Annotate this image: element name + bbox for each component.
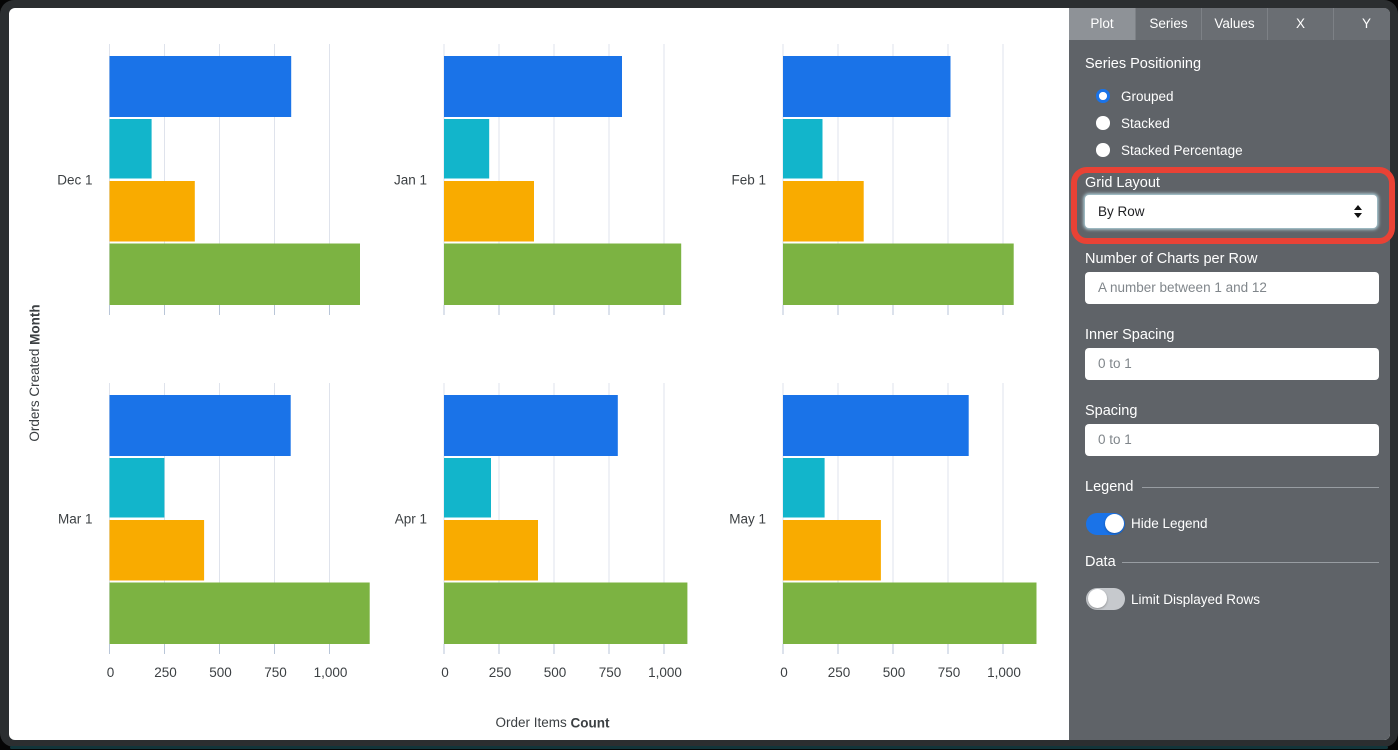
svg-text:1,000: 1,000: [648, 665, 682, 680]
svg-text:Order Items Count: Order Items Count: [496, 715, 611, 730]
svg-text:0: 0: [441, 665, 449, 680]
svg-text:500: 500: [209, 665, 232, 680]
svg-text:750: 750: [264, 665, 287, 680]
svg-text:Jan 1: Jan 1: [394, 173, 427, 188]
svg-text:Orders Created Month: Orders Created Month: [27, 304, 42, 441]
svg-text:750: 750: [599, 665, 622, 680]
svg-text:250: 250: [489, 665, 512, 680]
svg-text:500: 500: [883, 665, 906, 680]
svg-text:500: 500: [544, 665, 567, 680]
svg-text:May 1: May 1: [729, 512, 766, 527]
svg-text:0: 0: [780, 665, 788, 680]
svg-text:Feb 1: Feb 1: [731, 173, 766, 188]
svg-text:1,000: 1,000: [314, 665, 348, 680]
svg-text:1,000: 1,000: [987, 665, 1021, 680]
svg-text:Mar 1: Mar 1: [58, 512, 93, 527]
svg-text:0: 0: [107, 665, 115, 680]
svg-text:250: 250: [828, 665, 851, 680]
svg-text:Dec 1: Dec 1: [57, 173, 92, 188]
svg-text:250: 250: [154, 665, 177, 680]
svg-text:750: 750: [938, 665, 961, 680]
svg-text:Apr 1: Apr 1: [395, 512, 427, 527]
